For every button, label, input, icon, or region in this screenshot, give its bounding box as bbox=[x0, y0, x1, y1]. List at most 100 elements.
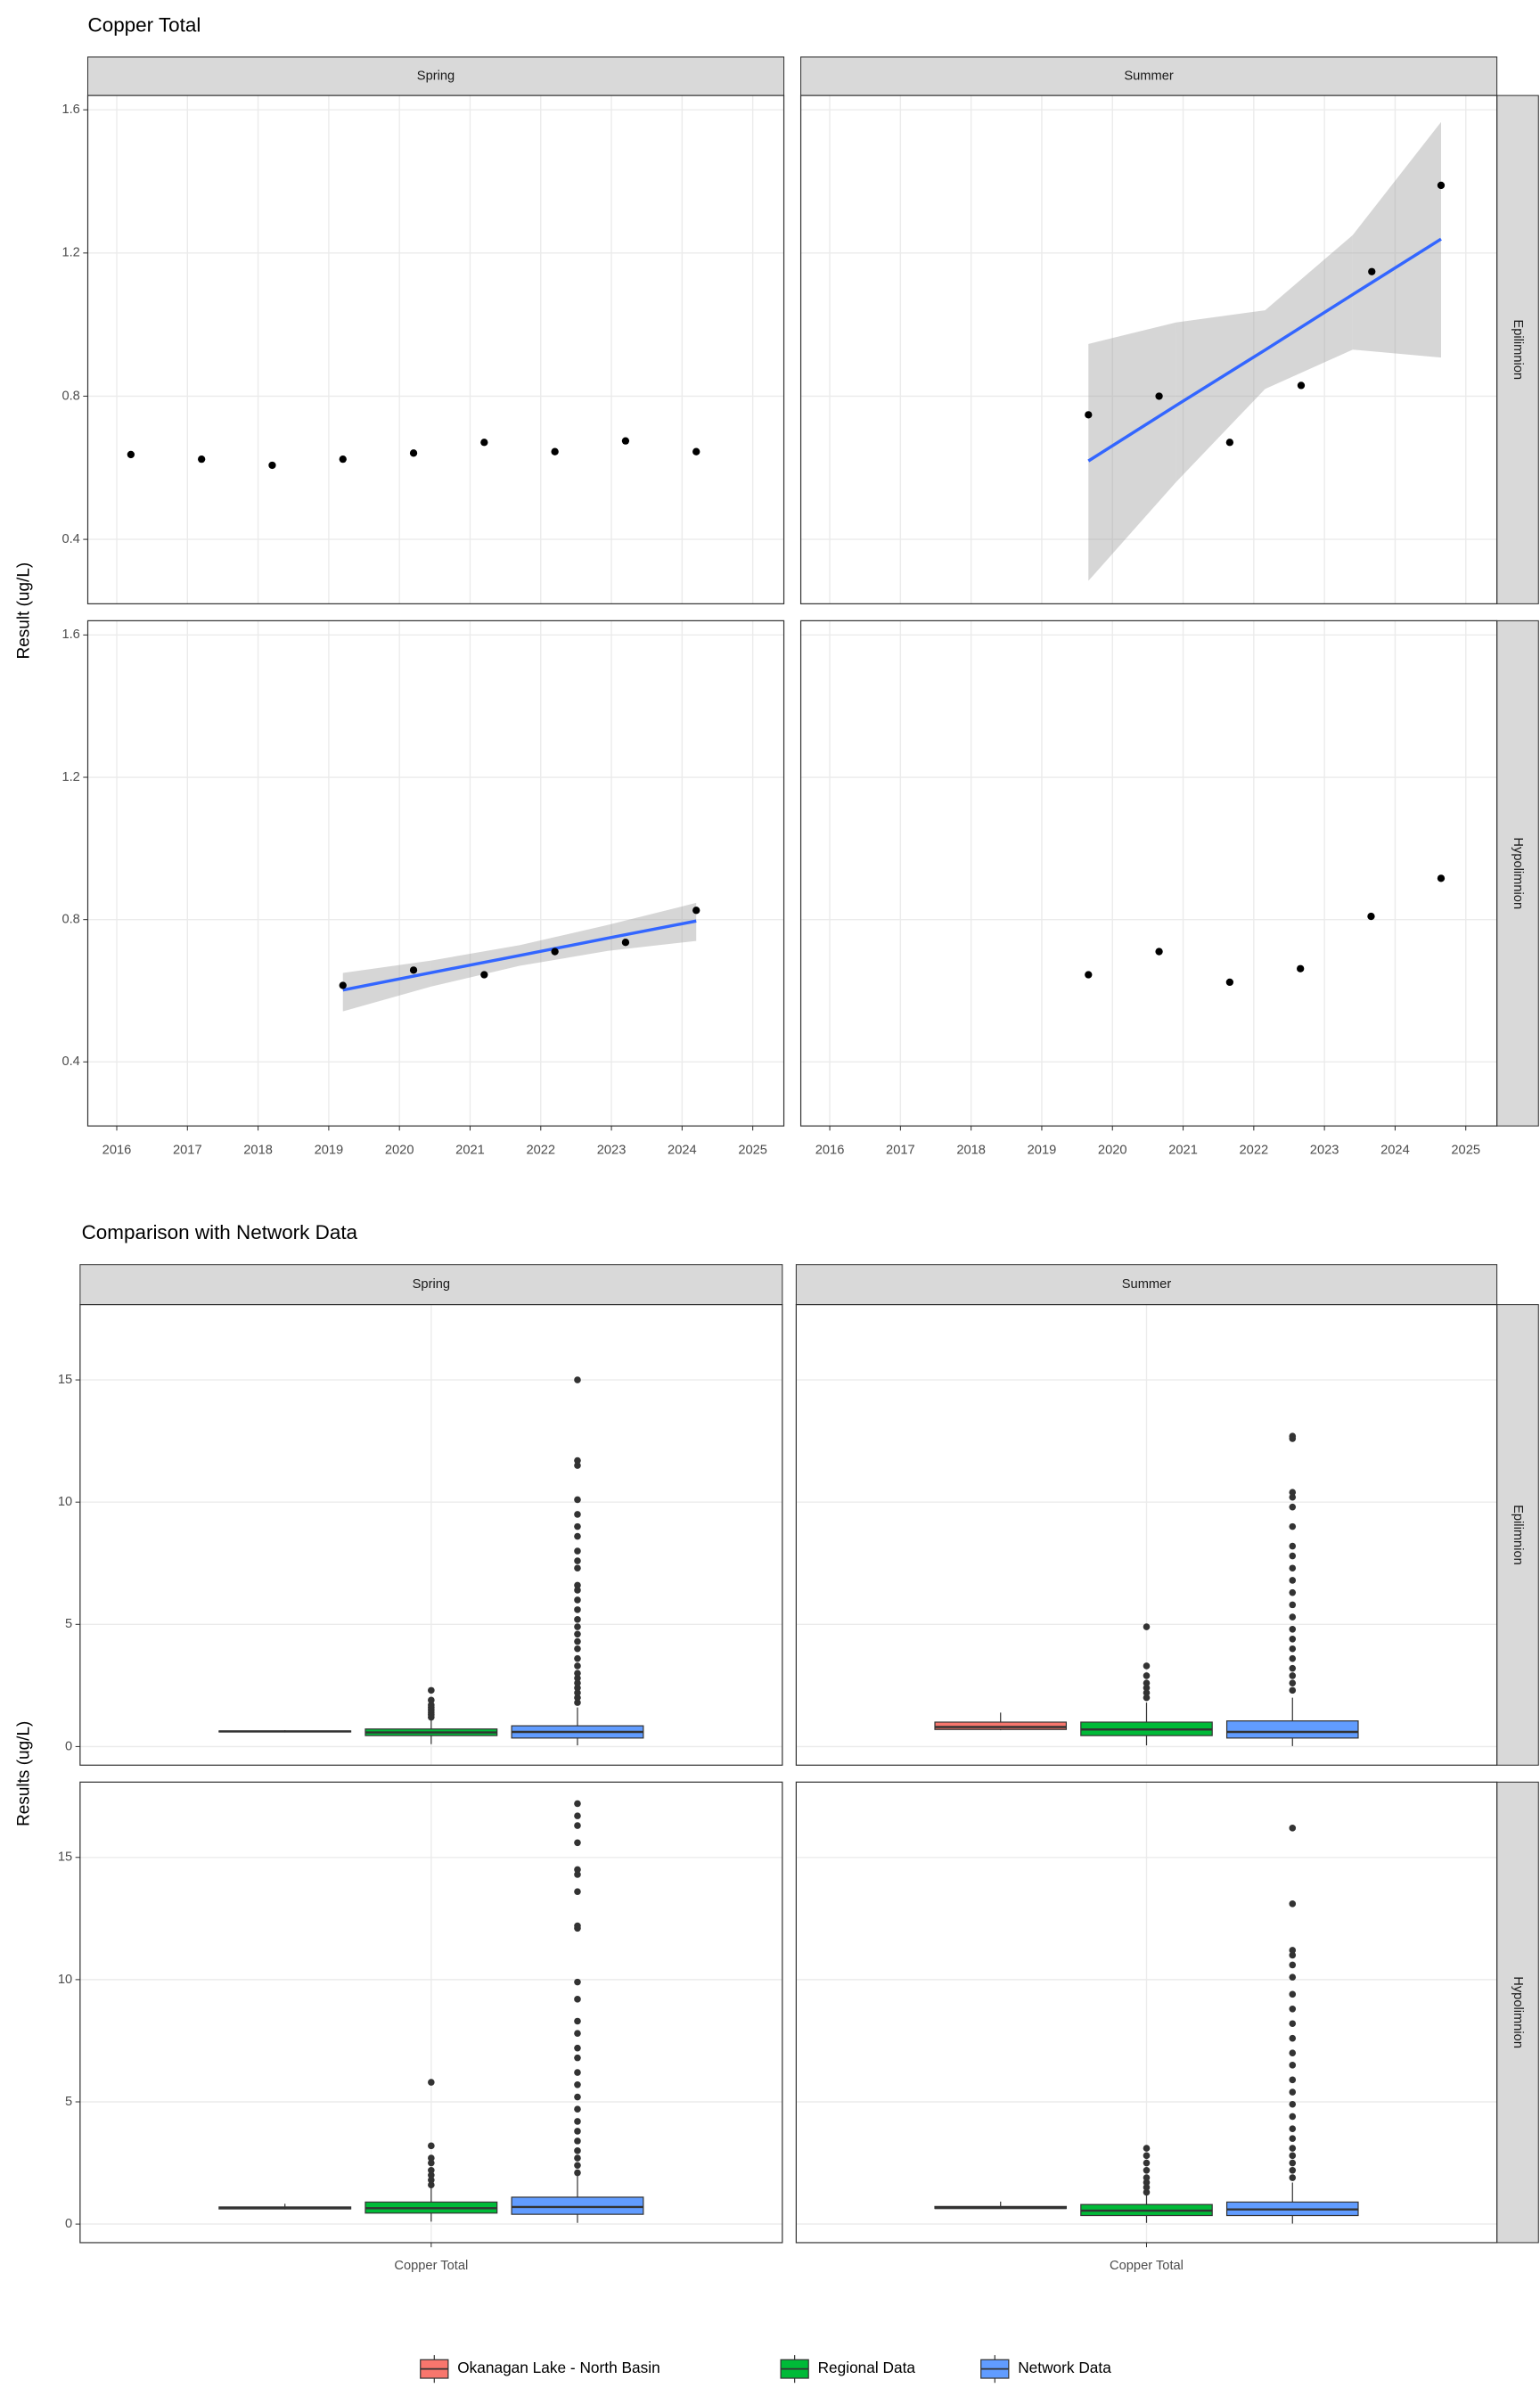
outlier bbox=[574, 1888, 581, 1895]
outlier bbox=[574, 1547, 581, 1555]
data-point bbox=[1155, 392, 1163, 400]
outlier bbox=[428, 2142, 435, 2150]
outlier bbox=[574, 1800, 581, 1808]
confidence-band bbox=[1352, 121, 1441, 358]
strip bbox=[79, 1264, 783, 1306]
outlier bbox=[574, 1616, 581, 1623]
outlier bbox=[1289, 1601, 1297, 1609]
y-tick-label: 0 bbox=[65, 1739, 72, 1753]
outlier bbox=[428, 1696, 435, 1704]
outlier bbox=[574, 2128, 581, 2135]
outlier bbox=[574, 1496, 581, 1504]
y-axis-title: Results (ug/L) bbox=[15, 1721, 34, 1826]
trend-line bbox=[1087, 237, 1442, 463]
data-point bbox=[127, 450, 135, 459]
outlier bbox=[574, 2162, 581, 2170]
x-tick-label: 2017 bbox=[173, 1144, 202, 1158]
outlier bbox=[574, 1654, 581, 1662]
outlier bbox=[574, 2017, 581, 2025]
outlier bbox=[428, 2176, 435, 2184]
outlier bbox=[574, 1684, 581, 1692]
panel-border bbox=[79, 1304, 783, 1766]
chart-title: Copper Total bbox=[87, 13, 201, 36]
data-point bbox=[198, 455, 206, 464]
strip bbox=[1496, 1304, 1539, 1766]
data-point bbox=[551, 948, 559, 956]
outlier bbox=[1289, 1951, 1297, 1959]
outlier bbox=[1143, 2166, 1151, 2174]
chart-title: Comparison with Network Data bbox=[82, 1221, 358, 1243]
outlier bbox=[1289, 1577, 1297, 1584]
outlier bbox=[1289, 1635, 1297, 1643]
outlier bbox=[574, 1662, 581, 1670]
panel bbox=[800, 620, 1497, 1127]
x-tick-label: 2025 bbox=[1451, 1144, 1480, 1158]
outlier bbox=[1289, 1613, 1297, 1621]
trend-line bbox=[342, 919, 697, 992]
outlier bbox=[1289, 1900, 1297, 1908]
outlier bbox=[574, 2118, 581, 2125]
legend-label: Regional Data bbox=[818, 2359, 916, 2376]
outlier bbox=[574, 1679, 581, 1686]
outlier bbox=[1289, 1672, 1297, 1679]
legend-label: Okanagan Lake - North Basin bbox=[457, 2359, 659, 2376]
outlier bbox=[1143, 1679, 1151, 1686]
strip-label: Hypolimnion bbox=[1511, 837, 1525, 909]
outlier bbox=[574, 1596, 581, 1604]
outlier bbox=[1289, 1686, 1297, 1694]
outlier bbox=[1289, 1654, 1297, 1662]
x-tick-label: Copper Total bbox=[1110, 2259, 1184, 2273]
outlier bbox=[1289, 2020, 1297, 2028]
strip-label: Spring bbox=[413, 1277, 450, 1292]
outlier bbox=[1289, 2159, 1297, 2167]
strip-label: Summer bbox=[1122, 1277, 1172, 1292]
strip-label: Summer bbox=[1124, 69, 1174, 83]
panel bbox=[87, 95, 784, 604]
box bbox=[934, 1721, 1068, 1730]
y-tick-label: 1.2 bbox=[61, 246, 79, 260]
outlier bbox=[1289, 1645, 1297, 1653]
outlier bbox=[1289, 2034, 1297, 2042]
data-point bbox=[339, 981, 347, 989]
data-point bbox=[1085, 411, 1093, 419]
outlier bbox=[1289, 1432, 1297, 1440]
box bbox=[1225, 1720, 1359, 1739]
data-point bbox=[268, 461, 276, 470]
outlier bbox=[428, 2166, 435, 2174]
x-tick-label: 2016 bbox=[815, 1144, 845, 1158]
box bbox=[511, 2196, 644, 2215]
data-point bbox=[480, 971, 488, 979]
x-tick-label: 2025 bbox=[738, 1144, 767, 1158]
data-point bbox=[692, 907, 700, 915]
outlier bbox=[1289, 1679, 1297, 1686]
outlier bbox=[574, 1587, 581, 1594]
outlier bbox=[574, 2054, 581, 2062]
outlier bbox=[574, 1996, 581, 2003]
outlier bbox=[1289, 2174, 1297, 2181]
x-tick-label: 2022 bbox=[526, 1144, 555, 1158]
outlier bbox=[428, 2171, 435, 2179]
x-tick-label: Copper Total bbox=[394, 2259, 468, 2273]
outlier bbox=[1143, 2145, 1151, 2152]
x-tick-label: 2016 bbox=[102, 1144, 132, 1158]
outlier bbox=[574, 2069, 581, 2076]
outlier bbox=[1289, 1564, 1297, 1572]
confidence-band bbox=[342, 960, 431, 1012]
legend-label: Network Data bbox=[1018, 2359, 1111, 2376]
x-tick-label: 2021 bbox=[1168, 1144, 1198, 1158]
outlier bbox=[574, 1670, 581, 1677]
outlier bbox=[574, 1623, 581, 1630]
data-point bbox=[1225, 439, 1234, 447]
outlier bbox=[428, 1702, 435, 1709]
outlier bbox=[574, 1557, 581, 1564]
data-point bbox=[621, 437, 630, 445]
x-tick-label: 2017 bbox=[886, 1144, 915, 1158]
y-axis-title: Result (ug/L) bbox=[15, 562, 34, 660]
y-tick-label: 5 bbox=[65, 1617, 72, 1631]
outlier bbox=[574, 1581, 581, 1589]
confidence-band bbox=[1088, 322, 1176, 581]
x-tick-label: 2022 bbox=[1240, 1144, 1269, 1158]
y-tick-label: 10 bbox=[58, 1495, 72, 1509]
outlier bbox=[428, 2159, 435, 2167]
outlier bbox=[574, 1376, 581, 1383]
